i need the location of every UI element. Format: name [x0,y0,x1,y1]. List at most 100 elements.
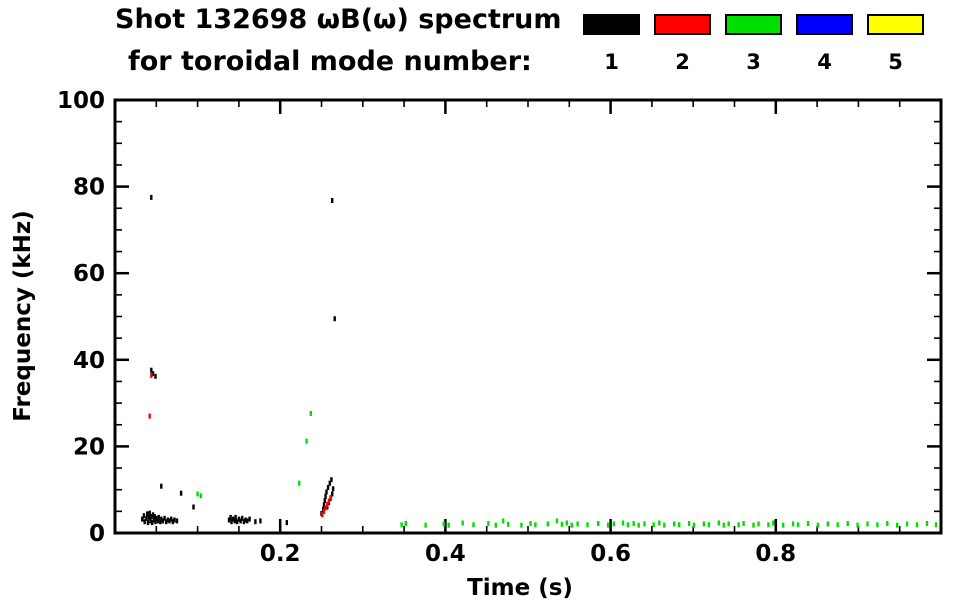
legend-swatch-mode-1 [583,14,640,35]
data-point [658,520,661,526]
data-point [155,515,158,521]
legend-swatch-mode-2 [654,14,711,35]
data-point [791,521,795,527]
plot-box [113,98,943,535]
data-point [494,522,497,528]
data-point [560,521,564,527]
data-point [170,516,173,522]
data-point [237,516,241,522]
data-point [231,516,235,522]
data-point [915,522,919,528]
data-point [179,490,183,496]
data-point [621,520,625,526]
y-tick-label: 0 [89,521,105,547]
data-point [166,517,170,523]
legend-label-mode-3: 3 [746,50,761,74]
data-point [570,522,573,528]
data-point [305,438,308,444]
y-tick-labels: 0 20 40 60 80 100 [57,88,105,547]
data-point [241,515,244,521]
data-point [507,521,510,527]
data-point [326,485,330,490]
data-point [424,522,427,528]
data-point [145,515,148,521]
data-point [160,483,163,489]
data-point [856,522,859,528]
data-point [330,477,333,483]
data-point [168,518,171,524]
data-point [325,489,328,495]
data-point [637,522,640,528]
data-point [326,504,329,510]
data-point [472,522,475,528]
data-point [175,518,179,524]
data-point [163,515,166,521]
data-point [142,513,146,519]
data-point [934,522,938,528]
legend-swatch-mode-5 [867,14,924,35]
data-point [826,521,829,527]
data-point [148,413,151,419]
x-axis-title: Time (s) [467,575,573,601]
data-point [331,486,335,492]
data-point [534,522,537,528]
data-point [400,522,403,528]
data-point [487,521,490,526]
data-point [404,521,407,526]
data-point [192,504,195,510]
data-point [298,480,301,486]
data-point [752,522,755,528]
data-point [150,372,153,378]
series-mode-2-points [148,372,332,518]
data-point [149,518,152,524]
legend-swatch-mode-3 [725,14,782,35]
data-point [148,510,151,516]
data-point [227,517,231,523]
data-point [146,520,150,526]
data-point [597,521,600,526]
data-point [606,522,610,528]
data-point [151,371,155,377]
x-tick-labels: 0.2 0.4 0.6 0.8 [260,541,796,567]
data-point [322,502,326,508]
legend-label-mode-4: 4 [817,50,832,74]
data-point [586,522,589,528]
data-point [782,522,785,528]
data-point [836,522,839,528]
data-point [673,521,676,527]
data-point [143,519,146,525]
data-point [285,520,288,526]
data-point [806,521,810,526]
data-point [242,519,246,525]
data-point [461,520,464,526]
data-point [333,316,336,322]
data-point [236,519,239,525]
data-point [742,521,745,526]
data-point [309,411,312,416]
data-point [321,512,324,518]
data-point [141,516,144,522]
data-point [447,522,450,528]
data-point [322,508,326,514]
data-point [153,514,156,519]
page-title-line2: for toroidal mode number: [128,46,532,77]
data-point [772,520,775,526]
data-point [146,511,149,517]
data-point [239,518,242,524]
data-point [152,517,155,523]
y-axis-title: Frequency (kHz) [10,210,36,422]
data-point [329,495,332,500]
data-point [323,498,326,503]
data-point [866,521,869,527]
x-tick-label: 0.2 [260,541,301,567]
data-point [173,517,176,523]
series-mode-3-points [196,411,938,528]
data-point [229,514,232,520]
data-point [150,514,153,519]
data-point [846,521,849,526]
data-point [331,198,334,203]
data-point [722,522,725,528]
data-point [632,521,635,526]
data-point [324,505,327,511]
